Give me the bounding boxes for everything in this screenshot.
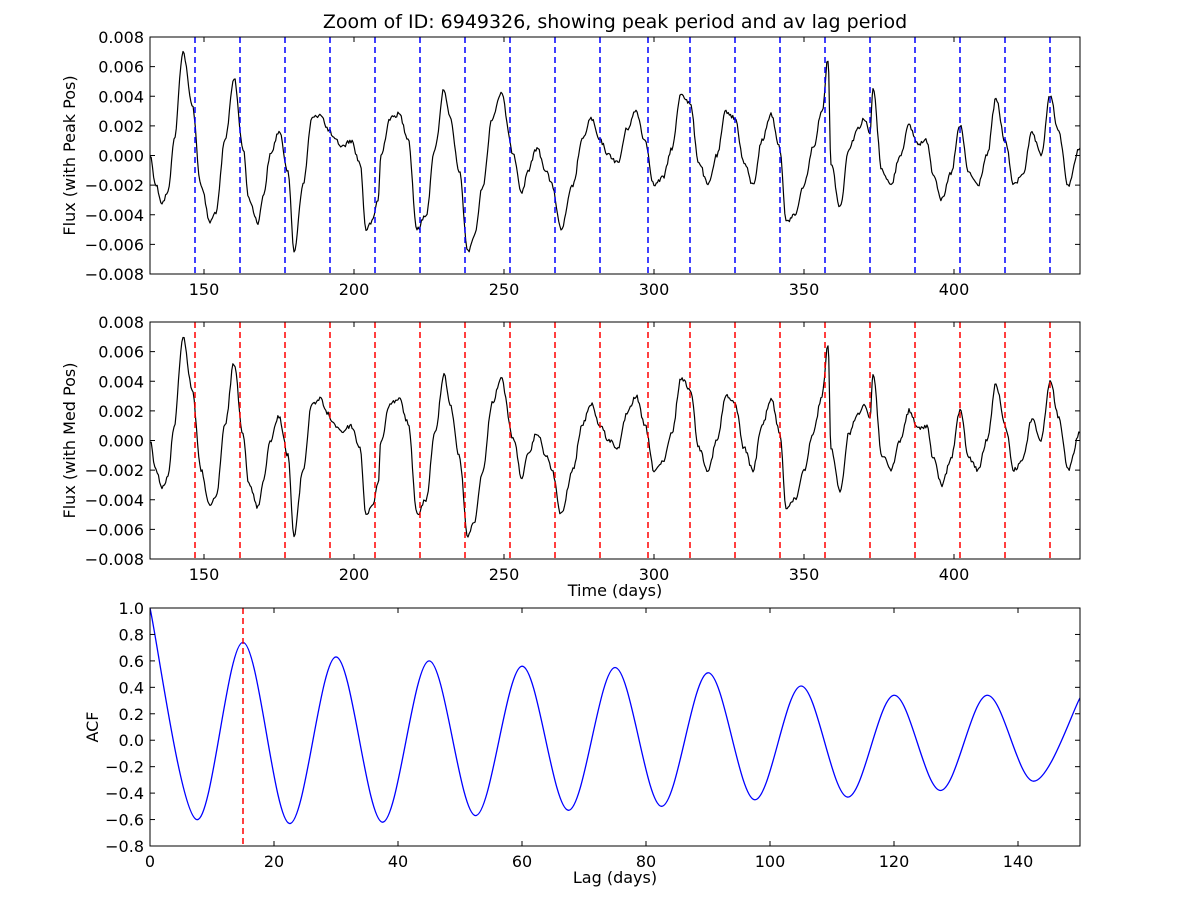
x-tick-label: 300 (639, 280, 670, 299)
x-tick-label: 140 (1003, 852, 1034, 871)
y-tick-label: 0.008 (98, 28, 144, 47)
y-tick-label: 0.006 (98, 58, 144, 77)
flux-light-curve (150, 50, 1080, 253)
y-tick-label: −0.002 (85, 176, 144, 195)
y-tick-label: 1.0 (119, 599, 144, 618)
y-tick-label: −0.006 (85, 235, 144, 254)
y-tick-label: −0.004 (85, 206, 144, 225)
x-axis-label: Lag (days) (573, 868, 657, 887)
x-tick-label: 120 (879, 852, 910, 871)
x-tick-label: 200 (339, 280, 370, 299)
x-tick-label: 60 (512, 852, 532, 871)
y-tick-label: 0.006 (98, 343, 144, 362)
axes-frame (149, 36, 1081, 275)
y-tick-label: −0.004 (85, 491, 144, 510)
axes-frame (149, 321, 1081, 560)
panel-peak: 150 200 250 300 350 400 −0.008 −0.006 −0.004 −0.0… (60, 28, 1081, 299)
y-tick-label: 0.0 (119, 731, 144, 750)
x-tick-label: 20 (264, 852, 284, 871)
panel-median: 150 200 250 300 350 400 −0.008 −0.006 −0.004 −0.0… (60, 313, 1081, 600)
y-axis-label: Flux (with Peak Pos) (60, 75, 79, 235)
x-tick-label: 150 (189, 565, 220, 584)
x-tick-label: 400 (939, 565, 970, 584)
panel-acf: 0 20 40 60 80 100 120 140 −0.8 −0.6 −0.4 −0.2 0.0 0.2… (83, 599, 1081, 887)
axes-frame (149, 607, 1081, 847)
x-tick-label: 400 (939, 280, 970, 299)
y-tick-label: 0.4 (119, 678, 144, 697)
y-tick-label: 0.004 (98, 87, 144, 106)
y-axis-label: Flux (with Med Pos) (60, 363, 79, 519)
y-tick-label: −0.002 (85, 461, 144, 480)
flux-light-curve (150, 336, 1080, 538)
x-tick-label: 150 (189, 280, 220, 299)
x-tick-label: 40 (388, 852, 408, 871)
y-tick-label: −0.4 (105, 784, 144, 803)
acf-curve (150, 608, 1080, 825)
y-axis-label: ACF (83, 711, 102, 742)
x-tick-label: 250 (489, 565, 520, 584)
x-tick-label: 300 (639, 565, 670, 584)
y-tick-label: 0.2 (119, 705, 144, 724)
x-tick-label: 100 (755, 852, 786, 871)
x-tick-label: 350 (789, 565, 820, 584)
y-tick-label: −0.8 (105, 837, 144, 856)
x-axis-label: Time (days) (567, 581, 663, 600)
x-tick-label: 80 (636, 852, 656, 871)
y-tick-label: 0.008 (98, 313, 144, 332)
y-tick-label: −0.008 (85, 265, 144, 284)
y-tick-label: 0.000 (98, 147, 144, 166)
y-tick-label: −0.2 (105, 758, 144, 777)
x-tick-label: 200 (339, 565, 370, 584)
y-tick-label: −0.6 (105, 811, 144, 830)
y-tick-label: 0.8 (119, 625, 144, 644)
x-tick-label: 0 (145, 852, 155, 871)
chart-title: Zoom of ID: 6949326, showing peak period… (323, 11, 907, 33)
x-tick-label: 250 (489, 280, 520, 299)
y-tick-label: 0.000 (98, 432, 144, 451)
y-tick-label: −0.006 (85, 520, 144, 539)
y-tick-label: 0.002 (98, 402, 144, 421)
y-tick-label: −0.008 (85, 550, 144, 569)
y-tick-label: 0.002 (98, 117, 144, 136)
x-tick-label: 350 (789, 280, 820, 299)
y-tick-label: 0.004 (98, 372, 144, 391)
y-tick-label: 0.6 (119, 652, 144, 671)
